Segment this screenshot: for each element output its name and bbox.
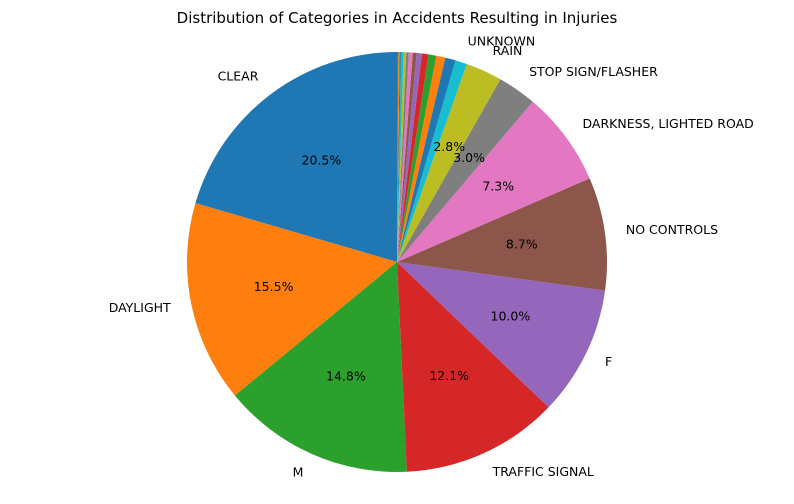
slice-percent-label: 7.3% (482, 178, 514, 193)
pie-slice (397, 52, 404, 262)
slice-label: DAYLIGHT (109, 300, 171, 315)
pie-labels: CLEAR 20.5% DAYLIGHT 15.5% M 14.8% TRAFFIC SIG… (109, 34, 754, 480)
pie-slices (186, 51, 608, 473)
slice-percent-label: 2.8% (433, 139, 465, 154)
slice-label: F (605, 354, 612, 369)
pie-slice (397, 52, 407, 262)
slice-label: STOP SIGN/FLASHER (529, 64, 658, 79)
pie-slice (397, 52, 422, 263)
pie-slice (397, 262, 606, 408)
pie-slice (397, 54, 437, 262)
pie-slice (234, 262, 407, 473)
pie-slice (397, 53, 429, 262)
pie-slice (397, 51, 399, 263)
slice-label: DARKNESS, LIGHTED ROAD (583, 116, 754, 131)
pie-slice (397, 52, 417, 262)
pie-slice (397, 79, 533, 263)
pie-slice (397, 60, 467, 262)
slice-label: TRAFFIC SIGNAL (492, 464, 594, 479)
slice-percent-label: 15.5% (254, 279, 294, 294)
pie-slice (397, 52, 409, 263)
pie-slice (397, 178, 608, 291)
slice-label: UNKNOWN (468, 34, 536, 49)
pie-slice (186, 203, 397, 396)
slice-percent-label: 14.8% (326, 369, 366, 384)
pie-slice (195, 52, 397, 262)
slice-percent-label: 3.0% (453, 150, 485, 165)
slice-percent-label: 12.1% (429, 368, 469, 383)
slice-label: RAIN (493, 43, 523, 58)
pie-slice (397, 63, 501, 263)
pie-slice (397, 101, 590, 262)
pie-slice (397, 52, 413, 263)
pie-slice (397, 52, 401, 262)
slice-label: CLEAR (218, 69, 259, 84)
slice-percent-label: 8.7% (506, 236, 538, 251)
chart-title: Distribution of Categories in Accidents … (177, 9, 618, 27)
slice-percent-label: 10.0% (491, 308, 531, 323)
pie-slice (397, 262, 549, 472)
pie-slice (397, 52, 400, 262)
pie-slice (397, 57, 456, 262)
slice-label: NO CONTROLS (626, 222, 718, 237)
slice-percent-label: 20.5% (302, 153, 342, 168)
slice-label: M (293, 465, 304, 480)
pie-slice (397, 55, 446, 263)
